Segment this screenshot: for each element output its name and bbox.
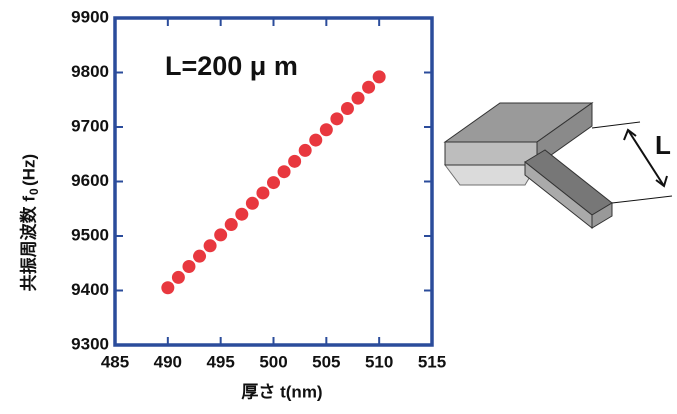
x-axis-label: 厚さ t(nm) <box>241 382 322 401</box>
base-bottom <box>445 165 537 185</box>
annotation: L=200 μ m <box>165 51 298 81</box>
y-axis-label: 共振周波数 f 0 (Hz) <box>18 154 41 292</box>
y-label-main: 共振周波数 f <box>18 196 38 292</box>
y-tick-label: 9700 <box>71 116 109 135</box>
point <box>309 134 322 147</box>
chart: L=200 μ m 厚さ t(nm) 共振周波数 f 0 (Hz) L 9300… <box>0 0 677 409</box>
dim-line <box>592 122 640 128</box>
point <box>193 250 206 263</box>
point <box>373 70 386 83</box>
point <box>352 92 365 105</box>
point <box>214 228 227 241</box>
point <box>182 260 195 273</box>
y-tick-label: 9300 <box>71 334 109 353</box>
point <box>235 208 248 221</box>
x-tick-label: 505 <box>312 352 340 371</box>
point <box>299 144 312 157</box>
point <box>267 176 280 189</box>
y-tick-label: 9800 <box>71 62 109 81</box>
base-front <box>445 142 537 165</box>
y-tick-label: 9500 <box>71 225 109 244</box>
point <box>161 281 174 294</box>
x-tick-label: 485 <box>101 352 129 371</box>
x-tick-label: 515 <box>418 352 446 371</box>
point <box>288 155 301 168</box>
y-tick-label: 9600 <box>71 171 109 190</box>
point <box>225 218 238 231</box>
y-tick-label: 9900 <box>71 7 109 26</box>
cantilever-diagram: L <box>445 103 672 228</box>
x-tick-label: 510 <box>365 352 393 371</box>
dim-line <box>612 196 672 203</box>
y-label-sub: 0 <box>27 188 41 195</box>
point <box>278 165 291 178</box>
y-tick-label: 9400 <box>71 280 109 299</box>
point <box>320 123 333 136</box>
point <box>204 239 217 252</box>
point <box>362 81 375 94</box>
point <box>341 102 354 115</box>
point <box>172 271 185 284</box>
x-tick-label: 490 <box>154 352 182 371</box>
point <box>256 186 269 199</box>
point <box>246 197 259 210</box>
diagram-label: L <box>655 130 671 160</box>
y-label-unit: (Hz) <box>19 154 38 186</box>
point <box>330 112 343 125</box>
x-tick-label: 495 <box>206 352 234 371</box>
x-tick-label: 500 <box>259 352 287 371</box>
